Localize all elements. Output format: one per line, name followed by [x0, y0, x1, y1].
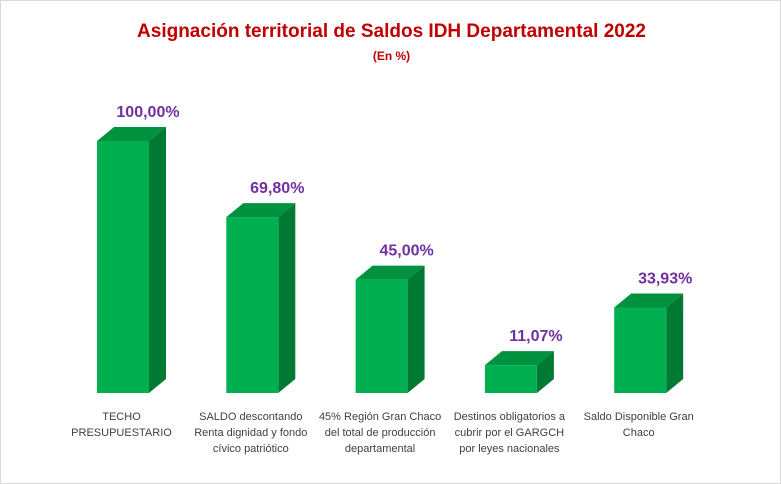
bar-side	[407, 265, 425, 393]
bar-top	[614, 293, 684, 308]
bar-top	[355, 265, 425, 280]
data-label: 11,07%	[509, 328, 562, 345]
x-tick-label: SALDO descontando Renta dignidad y fondo…	[194, 411, 308, 455]
bar-top	[484, 351, 554, 366]
x-tick-label: Destinos obligatorios a cubrir por el GA…	[453, 411, 566, 455]
chart-subtitle: (En %)	[372, 49, 411, 63]
data-label: 100,00%	[116, 104, 179, 121]
chart-title: Asignación territorial de Saldos IDH Dep…	[137, 21, 646, 42]
bar	[97, 141, 149, 393]
bar	[226, 217, 279, 393]
bar	[484, 365, 537, 393]
bar-side	[536, 351, 554, 393]
data-label: 69,80%	[250, 180, 304, 197]
bar-side	[278, 203, 296, 393]
bar-side	[149, 127, 166, 393]
bar-side	[666, 293, 684, 393]
data-label: 33,93%	[638, 270, 692, 287]
bar-top	[226, 203, 296, 218]
x-tick-label: TECHO PRESUPUESTARIO	[71, 411, 172, 439]
x-tick-label: Saldo Disponible Gran Chaco	[583, 411, 694, 439]
x-tick-label: 45% Región Gran Chaco del total de produ…	[318, 411, 442, 455]
data-label: 45,00%	[379, 243, 433, 260]
bar	[355, 279, 408, 393]
bar	[614, 307, 667, 393]
bar-top	[97, 127, 166, 141]
